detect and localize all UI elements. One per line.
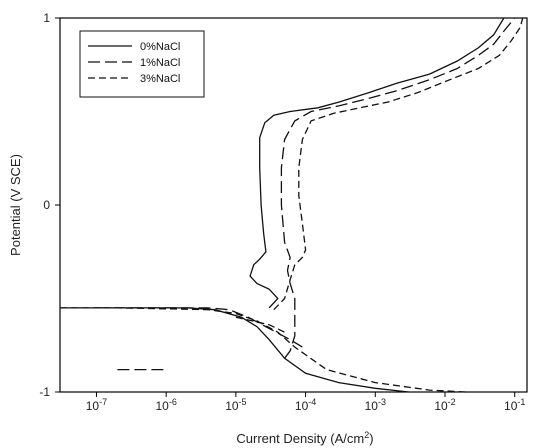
x-tick-label-exp-6: -1 xyxy=(517,397,525,407)
x-tick-label-base-0: 10 xyxy=(86,399,100,413)
legend: 0%NaCl 1%NaCl 3%NaCl xyxy=(79,30,205,98)
x-tick-label-exp-2: -5 xyxy=(239,397,247,407)
legend-label-0: 0%NaCl xyxy=(140,41,180,53)
series-line-2-segment-1 xyxy=(273,17,524,311)
y-tick-label-1: 0 xyxy=(43,198,50,212)
x-tick-label-base-2: 10 xyxy=(225,399,239,413)
x-tick-label-4: 10-3 xyxy=(365,397,386,413)
x-tick-label-exp-1: -6 xyxy=(169,397,177,407)
y-tick-label-2: 1 xyxy=(43,11,50,25)
x-tick-label-2: 10-5 xyxy=(225,397,246,413)
x-tick-label-base-4: 10 xyxy=(365,399,379,413)
series-line-2-segment-2 xyxy=(235,316,285,333)
y-tick-label-0: -1 xyxy=(39,385,50,399)
x-axis-title: Current Density (A/cm2) xyxy=(236,430,373,446)
x-tick-label-base-1: 10 xyxy=(155,399,169,413)
series-line-2-segment-0 xyxy=(60,307,467,393)
x-tick-label-5: 10-2 xyxy=(434,397,455,413)
x-tick-label-0: 10-7 xyxy=(86,397,107,413)
x-tick-label-exp-0: -7 xyxy=(99,397,107,407)
legend-label-1: 1%NaCl xyxy=(140,57,180,69)
legend-label-2: 3%NaCl xyxy=(140,73,180,85)
x-tick-label-exp-4: -3 xyxy=(378,397,386,407)
x-tick-label-base-6: 10 xyxy=(504,399,518,413)
series-line-0-segment-0 xyxy=(60,307,409,393)
x-tick-label-exp-5: -2 xyxy=(448,397,456,407)
x-tick-label-1: 10-6 xyxy=(155,397,176,413)
x-tick-label-base-5: 10 xyxy=(434,399,448,413)
x-tick-label-exp-3: -4 xyxy=(308,397,316,407)
x-axis-title-main: Current Density (A/cm xyxy=(236,431,364,446)
series-line-1-segment-1 xyxy=(280,17,516,359)
y-axis-title: Potential (V SCE) xyxy=(8,154,23,256)
x-tick-label-6: 10-1 xyxy=(504,397,525,413)
x-tick-label-3: 10-4 xyxy=(295,397,316,413)
tick-layer: 10-7 10-6 10-5 10-4 10-3 10-2 10-1-101 xyxy=(39,11,525,413)
legend-box xyxy=(79,30,205,98)
x-tick-label-base-3: 10 xyxy=(295,399,309,413)
x-axis-title-close: ) xyxy=(369,431,373,446)
series-layer xyxy=(60,17,524,393)
series-line-1-segment-0 xyxy=(96,307,303,348)
x-axis-title-sup: 2 xyxy=(364,430,369,440)
series-line-0-segment-1 xyxy=(249,17,505,309)
